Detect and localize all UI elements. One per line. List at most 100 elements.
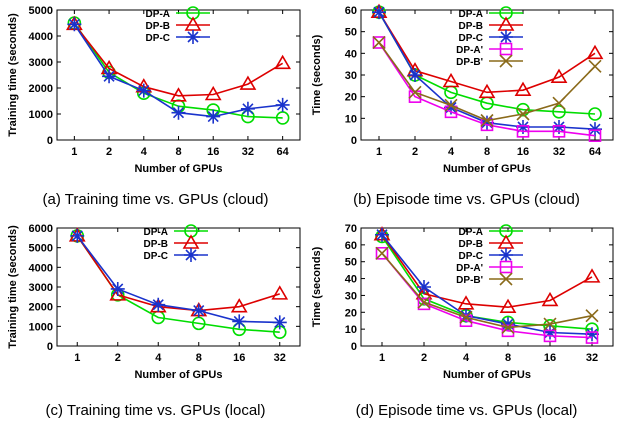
series-line-d-dp-b-prime — [381, 252, 593, 329]
legend-label-a-dp-a: DP-A — [146, 9, 170, 20]
data-point-b-dp-b-prime-3 — [480, 113, 494, 128]
series-b-dp-c — [372, 5, 602, 137]
series-d-dp-a-prime — [375, 246, 599, 344]
data-point-d-dp-b-prime-3 — [501, 320, 515, 335]
series-b-dp-a-prime — [372, 36, 602, 142]
data-point-c-dp-b-1 — [109, 286, 127, 301]
x-tick-label-c-1: 2 — [115, 352, 121, 364]
data-point-d-dp-c-5 — [585, 327, 599, 342]
y-axis-label-d: Time (seconds) — [311, 246, 323, 327]
series-line-b-dp-a-prime — [378, 42, 596, 137]
legend-label-c-dp-a: DP-A — [144, 227, 168, 238]
data-point-a-dp-c-6 — [275, 97, 290, 112]
x-tick-label-b-6: 64 — [589, 146, 602, 158]
series-line-d-dp-a — [381, 235, 593, 330]
legend-marker-b-dp-b-prime — [499, 54, 513, 68]
data-point-b-dp-c-1 — [408, 68, 422, 82]
data-point-d-dp-c-0 — [375, 227, 389, 242]
legend-label-b-dp-c: DP-C — [459, 33, 483, 44]
y-tick-label-d-4: 40 — [345, 274, 357, 286]
x-tick-label-b-5: 32 — [553, 146, 565, 158]
legend-label-b-dp-b-prime: DP-B' — [456, 57, 483, 68]
y-tick-label-c-6: 6000 — [29, 223, 53, 235]
y-tick-label-c-4: 4000 — [29, 262, 53, 274]
data-point-b-dp-b-prime-0 — [372, 35, 386, 50]
data-point-a-dp-c-1 — [102, 69, 117, 84]
y-tick-label-d-1: 10 — [345, 324, 357, 336]
data-point-d-dp-b-5 — [583, 268, 601, 283]
y-tick-label-b-5: 50 — [345, 27, 357, 39]
data-point-c-dp-c-2 — [151, 297, 166, 312]
legend-marker-d-dp-b-prime — [499, 272, 513, 286]
legend-label-d-dp-c: DP-C — [459, 251, 483, 262]
y-tick-label-d-6: 60 — [345, 240, 357, 252]
legend-marker-c-dp-b — [182, 234, 200, 249]
data-point-b-dp-a-prime-0 — [372, 36, 386, 49]
x-tick-label-a-6: 64 — [277, 146, 290, 158]
x-tick-label-d-4: 16 — [544, 352, 556, 364]
legend-label-c-dp-b: DP-B — [144, 239, 168, 250]
series-line-c-dp-b — [76, 235, 280, 312]
data-point-b-dp-b-prime-2 — [444, 98, 458, 112]
series-c-dp-b — [68, 227, 289, 317]
y-axis-label-c: Training time (seconds) — [7, 225, 19, 349]
data-point-c-dp-b-5 — [271, 285, 289, 300]
legend-label-d-dp-a-prime: DP-A' — [456, 263, 483, 274]
series-a-dp-b — [65, 15, 292, 102]
x-tick-label-b-3: 8 — [484, 146, 490, 158]
data-point-a-dp-b-4 — [204, 85, 222, 101]
data-point-a-dp-c-5 — [240, 101, 255, 116]
chart-c: 0 1000 2000 3000 4000 5000 6000 1 2 4 8 16 32 Number … — [7, 223, 301, 381]
x-tick-label-b-2: 4 — [448, 146, 455, 158]
y-tick-label-a-3: 3000 — [29, 57, 53, 69]
chart-d: 0 10 20 30 40 50 60 70 1 2 4 8 16 32 Number of GPUs Tim… — [311, 223, 614, 381]
legend-label-a-dp-c: DP-C — [146, 33, 170, 44]
data-point-b-dp-b-5 — [550, 68, 568, 83]
data-point-b-dp-c-4 — [516, 120, 530, 134]
data-point-b-dp-b-2 — [442, 72, 460, 88]
data-point-d-dp-b-prime-1 — [417, 295, 431, 309]
data-point-b-dp-a-4 — [516, 102, 530, 117]
data-point-b-dp-b-prime-5 — [552, 96, 566, 110]
data-point-a-dp-c-3 — [171, 105, 186, 120]
data-point-d-dp-a-prime-5 — [585, 331, 599, 344]
y-tick-label-a-4: 4000 — [29, 31, 53, 43]
series-line-d-dp-b — [381, 234, 593, 309]
data-point-a-dp-b-3 — [170, 87, 187, 102]
panel-b: 0 10 20 30 40 50 60 1 2 4 8 16 32 64 Number of GPUs Tim… — [311, 0, 622, 215]
series-d-dp-b — [373, 226, 601, 314]
y-tick-label-b-6: 60 — [345, 5, 357, 17]
y-tick-label-b-3: 30 — [345, 70, 357, 82]
data-point-c-dp-c-5 — [272, 315, 287, 330]
x-tick-label-d-5: 32 — [586, 352, 598, 364]
data-point-a-dp-c-0 — [67, 17, 82, 32]
y-tick-label-c-1: 1000 — [29, 321, 53, 333]
legend-marker-b-dp-a-prime — [499, 42, 513, 56]
x-axis-label-b: Number of GPUs — [443, 163, 531, 175]
x-tick-label-a-3: 8 — [175, 146, 181, 158]
legend-label-b-dp-a-prime: DP-A' — [456, 45, 483, 56]
series-line-a-dp-b — [73, 23, 284, 97]
chart-b: 0 10 20 30 40 50 60 1 2 4 8 16 32 64 Number of GPUs Tim… — [311, 3, 614, 175]
y-tick-label-b-1: 10 — [345, 113, 357, 125]
series-d-dp-b-prime — [375, 246, 599, 335]
data-point-d-dp-b-prime-5 — [585, 309, 599, 323]
data-point-c-dp-c-1 — [110, 281, 125, 296]
panel-d: 0 10 20 30 40 50 60 70 1 2 4 8 16 32 Number of GPUs Tim… — [311, 218, 622, 431]
data-point-b-dp-a-6 — [588, 107, 602, 121]
data-point-b-dp-c-2 — [444, 100, 458, 115]
data-point-d-dp-c-1 — [417, 280, 431, 294]
x-axis-label-c: Number of GPUs — [134, 369, 222, 381]
x-tick-label-c-4: 16 — [233, 352, 245, 364]
data-point-b-dp-c-5 — [552, 120, 566, 134]
x-tick-label-a-2: 4 — [141, 146, 148, 158]
series-a-dp-c — [67, 17, 290, 124]
y-tick-label-a-1: 1000 — [29, 109, 53, 121]
data-point-d-dp-a-prime-3 — [501, 324, 515, 338]
data-point-d-dp-c-4 — [543, 325, 557, 340]
panel-c: 0 1000 2000 3000 4000 5000 6000 1 2 4 8 16 32 Number … — [0, 218, 311, 431]
legend-label-d-dp-b-prime: DP-B' — [456, 275, 483, 286]
x-tick-label-a-4: 16 — [207, 146, 219, 158]
series-b-dp-b-prime — [372, 35, 602, 128]
